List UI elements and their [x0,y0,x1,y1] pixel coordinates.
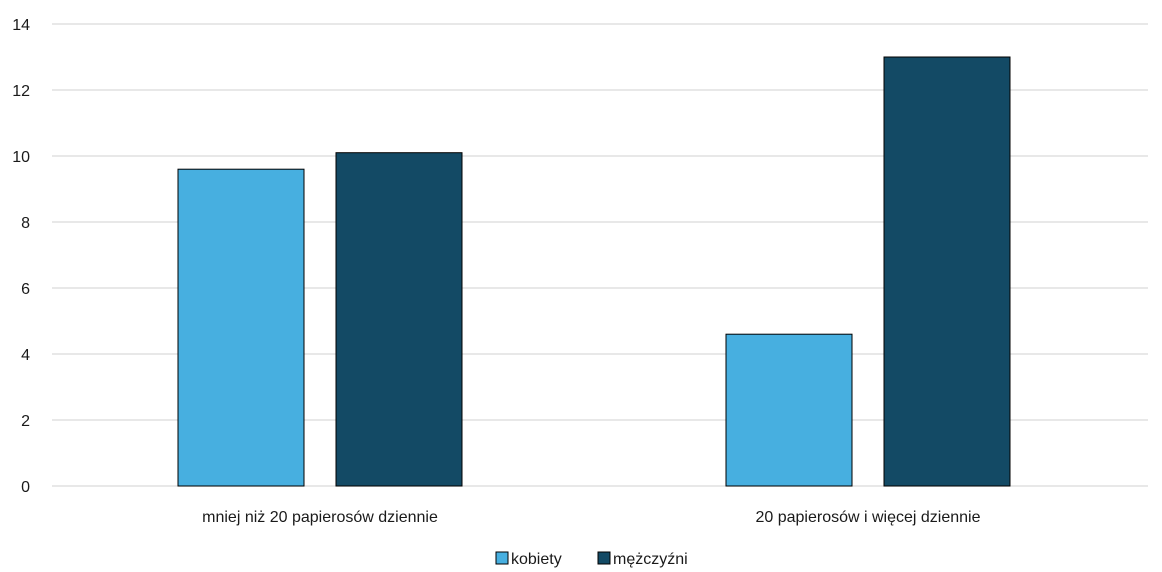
legend: kobiety mężczyźni [495,551,688,568]
bar-kobiety-0 [177,168,305,487]
legend-label: kobiety [511,551,562,568]
y-tick-label: 2 [21,413,30,430]
y-tick-label: 14 [12,17,30,34]
y-tick-label: 0 [21,479,30,496]
y-axis-tick-labels: 0 2 4 6 8 10 12 14 [12,17,30,496]
bars [177,56,1011,487]
x-axis-category-labels: mniej niż 20 papierosów dziennie 20 papie… [202,509,980,526]
y-tick-label: 6 [21,281,30,298]
x-category-label: mniej niż 20 papierosów dziennie [202,509,438,526]
legend-swatch [495,551,509,565]
y-tick-label: 4 [21,347,30,364]
y-tick-label: 8 [21,215,30,232]
y-tick-label: 10 [12,149,30,166]
bar-kobiety-1 [725,333,853,487]
x-category-label: 20 papierosów i więcej dziennie [755,509,980,526]
bar-mezczyzni-0 [335,152,463,487]
legend-label: mężczyźni [613,551,688,568]
y-tick-label: 12 [12,83,30,100]
bar-mezczyzni-1 [883,56,1011,487]
legend-swatch [597,551,611,565]
